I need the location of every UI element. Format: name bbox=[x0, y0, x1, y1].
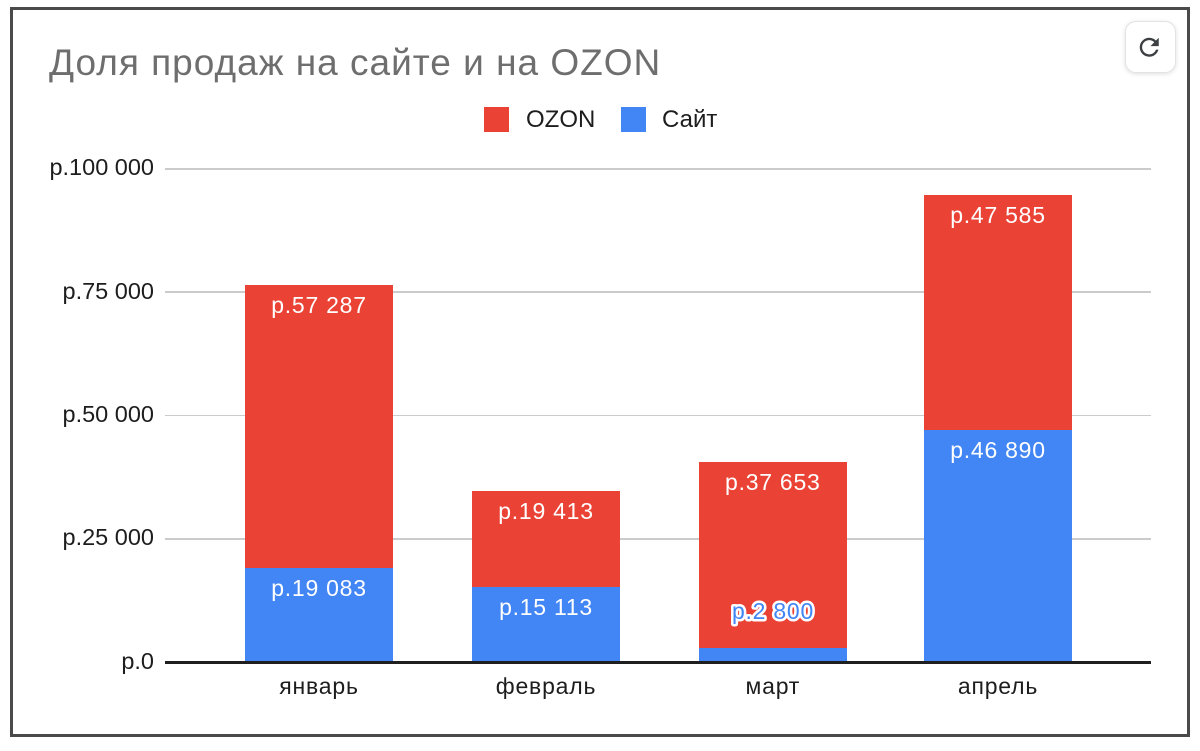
svg-text:р.2 800: р.2 800 bbox=[732, 598, 814, 624]
